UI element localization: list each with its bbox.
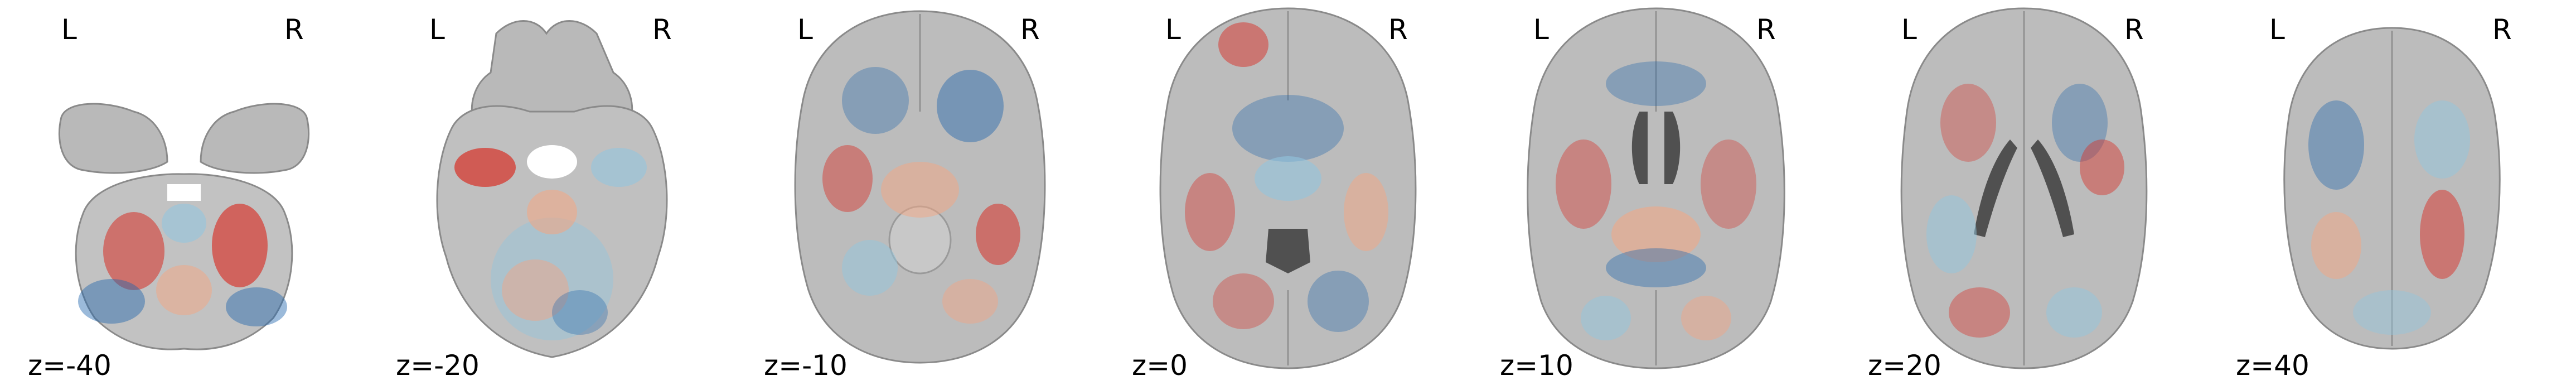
brain-slice-image <box>794 10 1046 364</box>
brain-slice-image <box>436 20 668 358</box>
slice-panel: L R z=-10 <box>736 0 1104 385</box>
right-orientation-label: R <box>1020 13 1040 46</box>
left-orientation-label: L <box>797 13 813 46</box>
left-orientation-label: L <box>1901 13 1917 46</box>
brain-slice-image <box>1527 7 1785 369</box>
slice-panel: L R z=10 <box>1472 0 1840 385</box>
right-orientation-label: R <box>2124 13 2144 46</box>
brain-slice-image <box>58 103 310 350</box>
left-orientation-label: L <box>2269 13 2285 46</box>
left-orientation-label: L <box>429 13 445 46</box>
slice-coordinate-label: z=40 <box>2236 349 2309 382</box>
left-orientation-label: L <box>1165 13 1181 46</box>
slice-panel: L R z=20 <box>1840 0 2208 385</box>
slice-coordinate-label: z=-20 <box>396 349 480 382</box>
slice-coordinate-label: z=-40 <box>28 349 112 382</box>
slice-panel: L R z=-20 <box>368 0 736 385</box>
slice-coordinate-label: z=10 <box>1500 349 1573 382</box>
right-orientation-label: R <box>2492 13 2512 46</box>
brain-slice-image <box>1159 7 1417 369</box>
right-orientation-label: R <box>652 13 672 46</box>
slice-panel: L R z=0 <box>1104 0 1472 385</box>
right-orientation-label: R <box>1756 13 1776 46</box>
brain-slice-image <box>1900 7 2148 369</box>
slice-coordinate-label: z=0 <box>1132 349 1188 382</box>
right-orientation-label: R <box>1388 13 1408 46</box>
left-orientation-label: L <box>61 13 77 46</box>
right-orientation-label: R <box>284 13 304 46</box>
brain-slice-image <box>2283 27 2501 350</box>
slice-panel: L R z=40 <box>2208 0 2576 385</box>
slice-coordinate-label: z=20 <box>1868 349 1941 382</box>
slice-panel: L R z=-40 <box>0 0 368 385</box>
slice-coordinate-label: z=-10 <box>764 349 848 382</box>
left-orientation-label: L <box>1533 13 1549 46</box>
